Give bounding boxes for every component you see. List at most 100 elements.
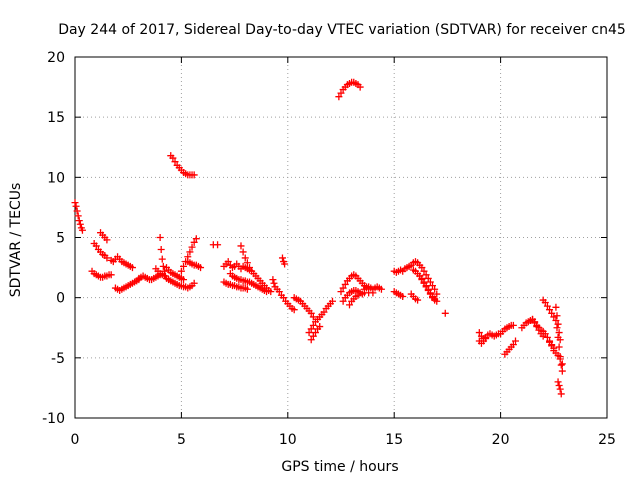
data-point: [369, 289, 377, 297]
data-point: [433, 290, 441, 298]
data-point: [245, 264, 253, 272]
data-point: [72, 202, 80, 210]
data-point: [307, 309, 315, 317]
data-point: [531, 319, 539, 327]
data-point: [420, 267, 428, 275]
data-point: [509, 341, 517, 349]
data-point: [556, 385, 564, 393]
data-point: [556, 353, 564, 361]
y-tick-label: 0: [56, 291, 65, 307]
data-point: [128, 264, 136, 272]
data-point: [546, 338, 554, 346]
data-point: [554, 378, 562, 386]
data-point: [418, 274, 426, 282]
data-point: [554, 320, 562, 328]
data-point: [426, 278, 434, 286]
data-point: [275, 288, 283, 296]
x-tick-label: 20: [492, 432, 510, 448]
data-point: [169, 154, 177, 162]
data-point: [316, 323, 324, 331]
x-tick-label: 25: [598, 432, 616, 448]
data-point: [553, 312, 561, 320]
x-tick-label: 15: [385, 432, 403, 448]
data-point: [433, 297, 441, 305]
data-point: [190, 171, 198, 179]
data-point: [509, 321, 517, 329]
x-tick-label: 5: [177, 432, 186, 448]
data-point: [78, 226, 86, 234]
chart-title: Day 244 of 2017, Sidereal Day-to-day VTE…: [58, 22, 626, 38]
data-point: [548, 342, 556, 350]
data-point: [71, 199, 79, 207]
x-tick-label: 0: [71, 432, 80, 448]
y-tick-label: 20: [47, 50, 65, 66]
data-point: [558, 360, 566, 368]
y-tick-label: 10: [47, 170, 65, 186]
grid: [75, 57, 607, 418]
data-point: [557, 361, 565, 369]
data-points: [71, 78, 566, 398]
data-point: [354, 291, 362, 299]
data-point: [399, 292, 407, 300]
data-point: [546, 306, 554, 314]
data-point: [555, 382, 563, 390]
data-point: [541, 298, 549, 306]
y-tick-label: 15: [47, 110, 65, 126]
data-point: [539, 332, 547, 340]
data-point: [533, 323, 541, 331]
x-axis-label: GPS time / hours: [281, 459, 398, 475]
y-tick-label: 5: [56, 231, 65, 247]
data-point: [422, 271, 430, 279]
plot-frame: [74, 56, 608, 419]
data-point: [188, 243, 196, 251]
data-point: [311, 329, 319, 337]
data-point: [555, 343, 563, 351]
data-point: [186, 248, 194, 256]
data-point: [171, 158, 179, 166]
data-point: [424, 285, 432, 293]
data-point: [156, 234, 164, 241]
data-point: [103, 236, 111, 244]
data-point: [543, 302, 551, 310]
data-point: [270, 279, 278, 287]
data-point: [426, 289, 434, 297]
data-point: [535, 326, 543, 334]
data-point: [305, 329, 313, 337]
data-point: [103, 254, 111, 262]
data-point: [328, 297, 336, 305]
data-point: [239, 248, 247, 256]
data-point: [320, 308, 328, 316]
data-point: [339, 284, 347, 292]
data-point: [418, 264, 426, 272]
data-point: [190, 279, 198, 287]
data-point: [529, 315, 537, 323]
data-point: [420, 278, 428, 286]
data-point: [543, 333, 551, 341]
data-point: [441, 309, 449, 317]
data-point: [180, 276, 188, 284]
data-point: [177, 267, 185, 275]
data-point: [377, 285, 385, 293]
data-point: [558, 367, 566, 375]
data-point: [309, 313, 317, 321]
data-point: [424, 274, 432, 282]
data-point: [158, 255, 166, 263]
data-point: [76, 220, 84, 228]
data-point: [190, 238, 198, 246]
data-point: [414, 296, 422, 304]
data-point: [307, 325, 315, 333]
y-tick-label: -10: [42, 411, 65, 427]
data-point: [280, 294, 288, 302]
data-point: [553, 324, 561, 332]
data-point: [243, 259, 251, 267]
y-tick-labels: -10 -5 0 5 10 15 20: [42, 50, 65, 427]
data-point: [107, 271, 115, 279]
data-point: [337, 89, 345, 97]
data-point: [290, 306, 298, 314]
data-point: [197, 264, 205, 272]
data-point: [243, 285, 251, 293]
data-point: [557, 390, 565, 398]
data-point: [548, 309, 556, 317]
data-point: [555, 329, 563, 337]
